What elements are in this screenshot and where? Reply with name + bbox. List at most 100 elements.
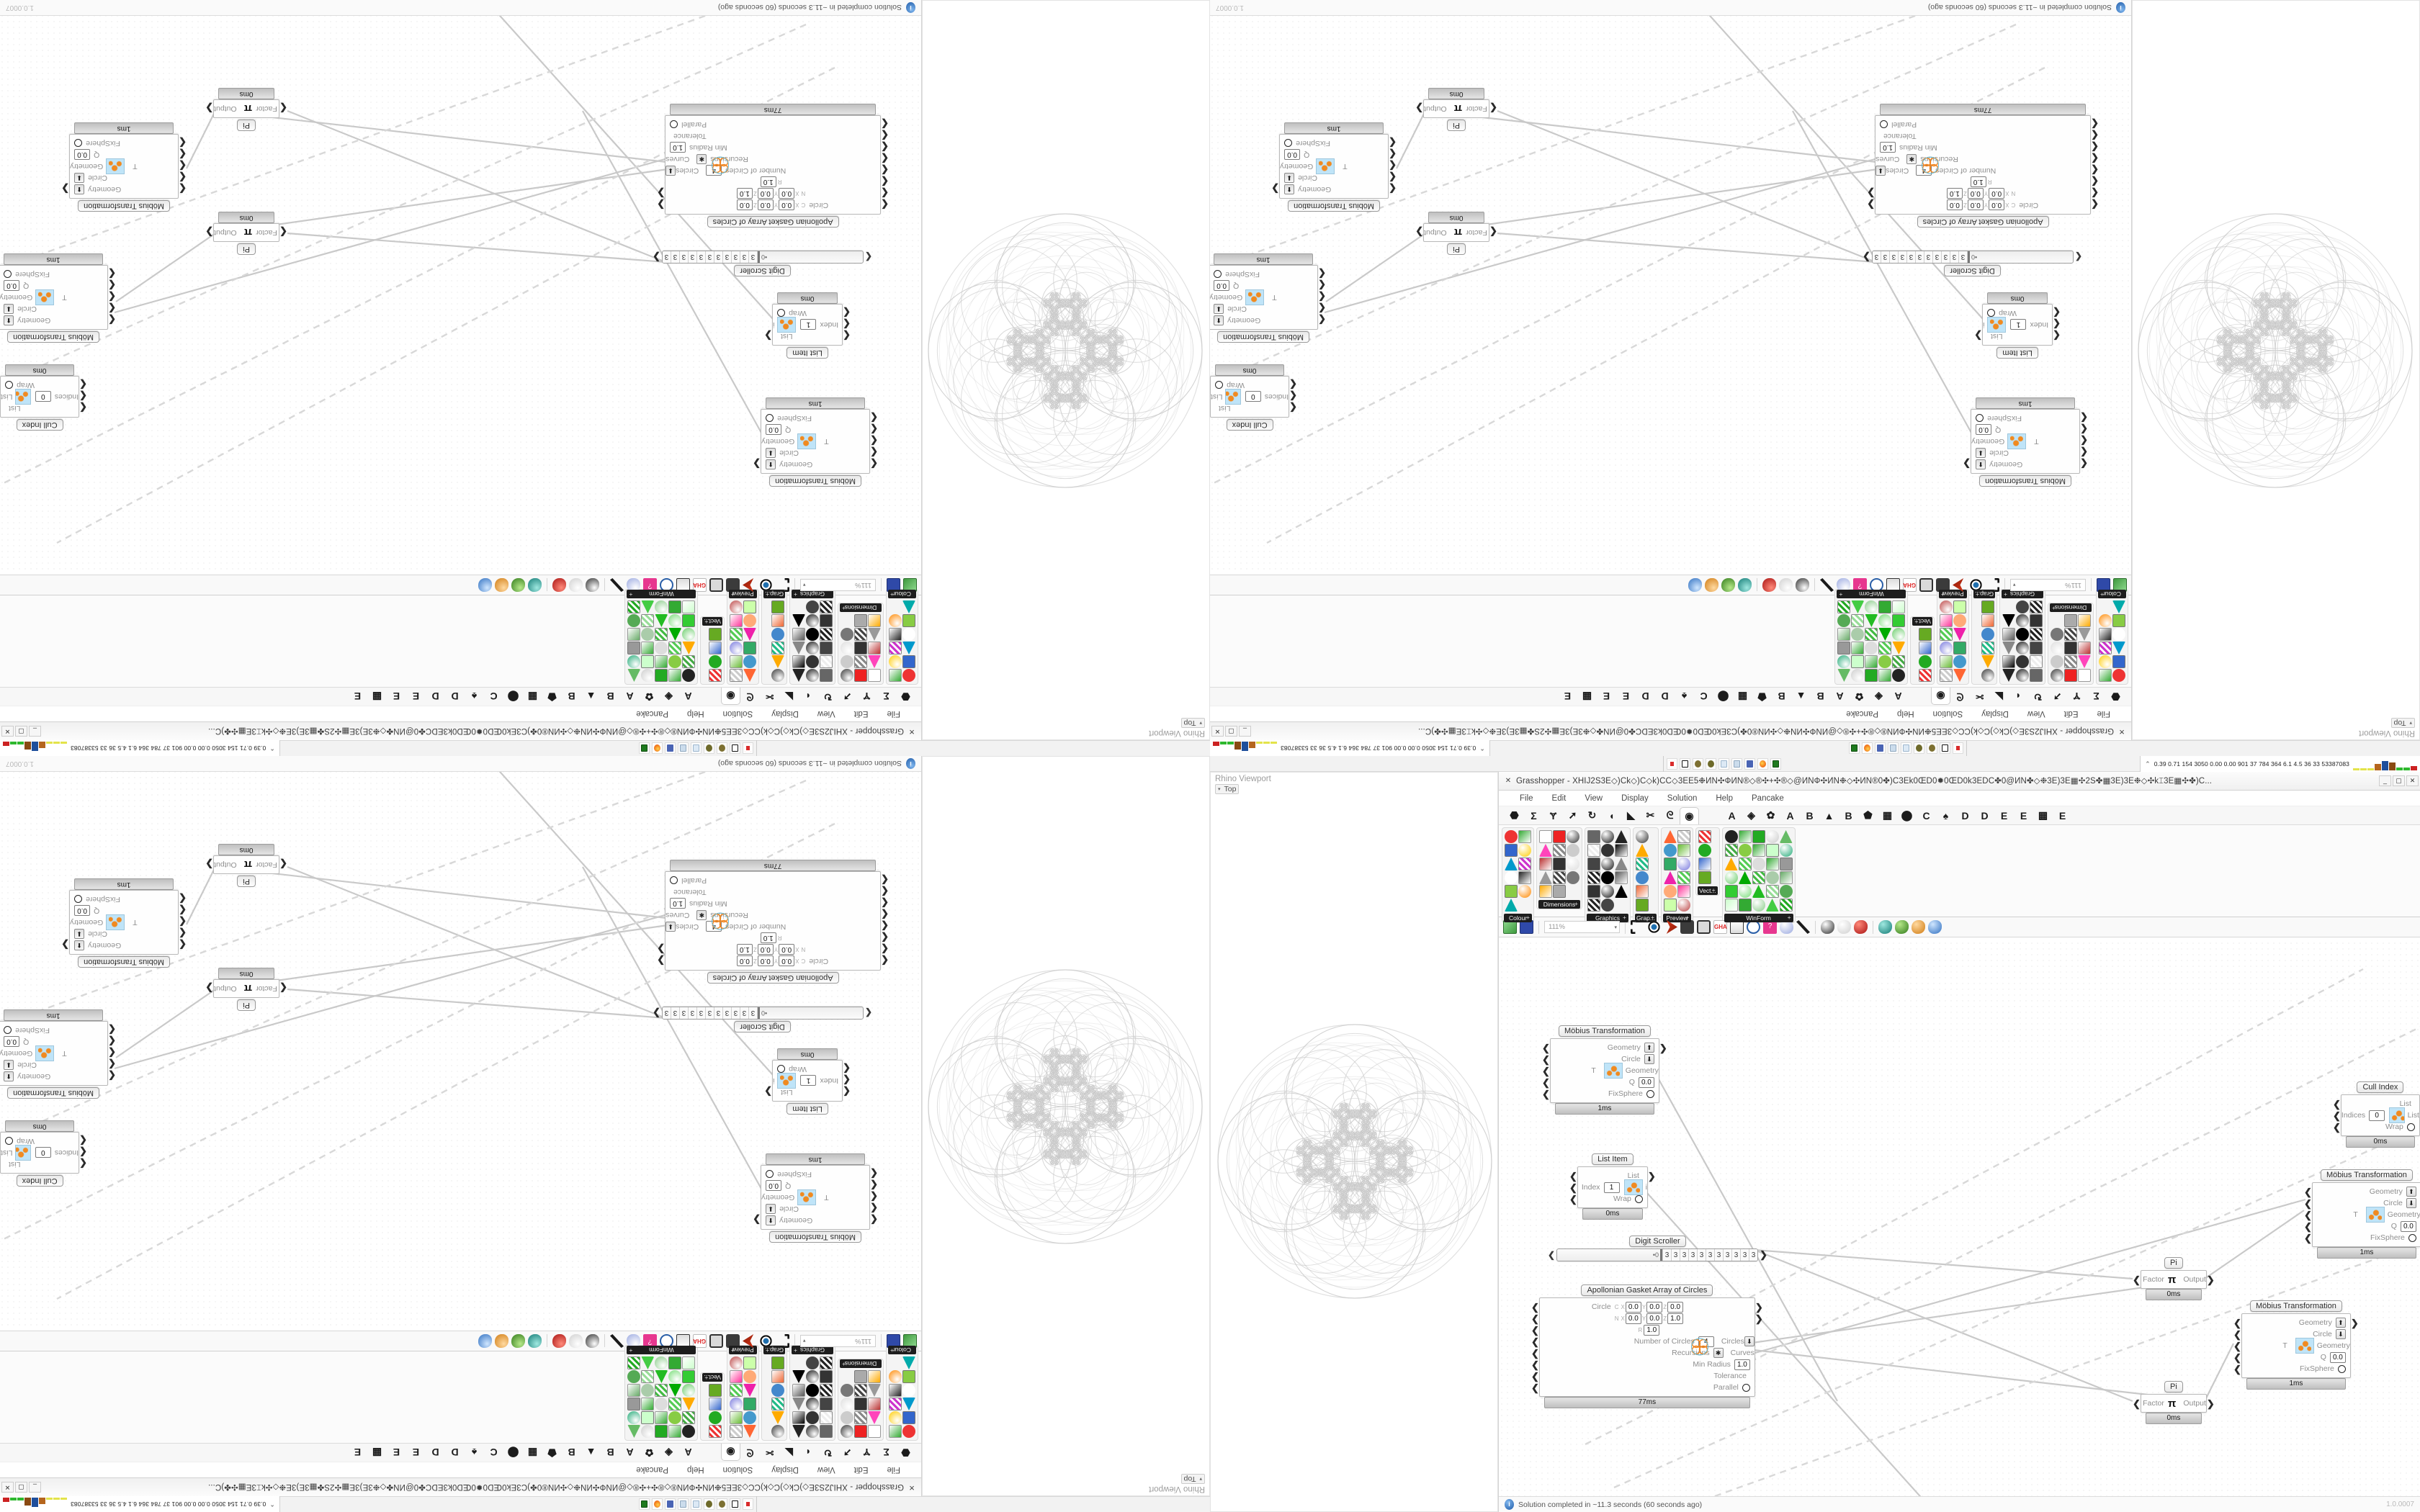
menu-item-pancake[interactable]: Pancake bbox=[636, 709, 668, 719]
extra-tab-14[interactable]: E bbox=[1622, 690, 1630, 703]
ribbon-icon[interactable] bbox=[1615, 844, 1628, 857]
ribbon-icon[interactable] bbox=[668, 1425, 682, 1438]
ribbon-icon[interactable] bbox=[743, 669, 756, 682]
olive2-icon[interactable] bbox=[1706, 757, 1716, 770]
widget-icon[interactable] bbox=[1680, 920, 1694, 934]
ribbon-icon[interactable] bbox=[868, 655, 881, 668]
tab-surface-tab[interactable]: ◖ bbox=[1602, 807, 1621, 824]
ribbon-icon[interactable] bbox=[1587, 885, 1600, 898]
graft-arrow-down-icon[interactable]: ⬇ bbox=[1214, 304, 1224, 314]
flatten-arrow-up-icon[interactable]: ⬆ bbox=[4, 315, 14, 325]
ribbon-icon[interactable] bbox=[841, 1425, 853, 1438]
extra-tab-17[interactable]: E bbox=[1564, 690, 1572, 703]
component-input-row[interactable]: FixSphere bbox=[0, 1025, 107, 1036]
slider-digit[interactable]: 3 bbox=[731, 251, 740, 263]
ribbon-icon[interactable] bbox=[655, 655, 668, 668]
component-input-row[interactable]: T Geometry bbox=[0, 289, 107, 305]
rhino-viewport-left[interactable]: Rhino Viewport ▾ Top bbox=[2132, 0, 2420, 740]
ribbon-icon[interactable] bbox=[1677, 844, 1690, 857]
gh-component-apollonian-1[interactable]: Apollonian Gasket Array of Circles ❮ ❮ ❮ ❮ ❮ ❮… bbox=[1531, 1284, 1763, 1408]
ribbon-icon-grid[interactable] bbox=[702, 1383, 722, 1439]
ribbon-icon[interactable] bbox=[682, 1370, 696, 1383]
component-title[interactable]: Cull Index bbox=[16, 419, 63, 431]
games-icon[interactable] bbox=[1667, 757, 1677, 770]
component-input-row[interactable]: Wrap bbox=[1211, 379, 1289, 391]
ribbon-icon[interactable] bbox=[1892, 614, 1906, 627]
input-port[interactable]: ❮ bbox=[179, 138, 187, 148]
component-body[interactable]: Geometry ⬆ Circle ⬇ T Geometry Q 0.0 FixSphere bbox=[69, 890, 179, 955]
ribbon-icon[interactable] bbox=[743, 1356, 757, 1369]
grasshopper-canvas[interactable]: Möbius Transformation ❮ ❮ ❮ ❮ ❮ Geometry ⬆ Circl… bbox=[1499, 940, 2420, 1496]
ribbon-icon[interactable] bbox=[2112, 600, 2125, 613]
component-title[interactable]: Möbius Transformation bbox=[1217, 331, 1310, 343]
menu-item-display[interactable]: Display bbox=[1621, 793, 1649, 803]
tab-transform-tab[interactable]: ᘓ bbox=[1660, 807, 1680, 824]
ribbon-icon[interactable] bbox=[627, 1398, 641, 1410]
component-input-row[interactable]: Circle C X 0.0 Y 0.0 Z 0.0 bbox=[1540, 1301, 1754, 1313]
ribbon-icon[interactable] bbox=[2030, 655, 2043, 668]
component-input-row[interactable]: Wrap bbox=[1, 1135, 79, 1147]
value-field[interactable]: 1 bbox=[1603, 1182, 1620, 1193]
ribbon-icon[interactable] bbox=[1567, 844, 1579, 857]
ribbon-icon[interactable] bbox=[2078, 642, 2091, 654]
ribbon-icon[interactable] bbox=[2030, 600, 2043, 613]
grasshopper-window[interactable]: ✕ Grasshopper - XHIJ2S3E◇)Ck◇)C◇k)CC◇3EE… bbox=[0, 0, 922, 740]
ribbon-icon[interactable] bbox=[2016, 600, 2029, 613]
ribbon-icon[interactable] bbox=[1752, 830, 1765, 843]
input-port[interactable]: ❮ bbox=[864, 252, 872, 262]
component-input-row[interactable]: Circle ⬇ bbox=[1551, 1053, 1659, 1065]
component-input-row[interactable]: Factor π Output bbox=[1424, 103, 1489, 115]
ribbon-icon[interactable] bbox=[2078, 628, 2091, 641]
slider-cursor[interactable] bbox=[757, 1007, 760, 1019]
ribbon-icon[interactable] bbox=[730, 1356, 743, 1369]
slider-digit[interactable]: 3 bbox=[1889, 251, 1899, 263]
input-port[interactable]: ❮ bbox=[179, 894, 187, 904]
ribbon-icon[interactable] bbox=[902, 600, 915, 613]
ribbon-icon[interactable] bbox=[743, 628, 756, 641]
ribbon-icon[interactable] bbox=[682, 655, 696, 668]
gh-component-mobius-2[interactable]: Möbius Transformation ❮ ❮ ❮ ❮ ❮ Geometry ⬆ Circl… bbox=[1210, 253, 1326, 343]
tab-display-tab[interactable]: ◉ bbox=[721, 1444, 740, 1462]
slider-digit[interactable]: 3 bbox=[740, 251, 749, 263]
extra-tab-9[interactable]: ⬤ bbox=[1717, 691, 1729, 703]
ribbon-icon[interactable] bbox=[1981, 628, 1994, 641]
component-input-row[interactable]: Geometry ⬆ bbox=[761, 459, 869, 470]
ribbon-icon[interactable] bbox=[1940, 669, 1953, 682]
component-body[interactable]: Geometry ⬆ Circle ⬇ T Geometry Q 0.0 FixSphere bbox=[0, 1021, 109, 1086]
ribbon-icon[interactable] bbox=[792, 1384, 805, 1397]
extra-tab-13[interactable]: D bbox=[431, 1446, 439, 1459]
input-port[interactable]: ❮ bbox=[881, 199, 889, 210]
ribbon-icon[interactable] bbox=[668, 669, 682, 682]
output-port[interactable]: ❯ bbox=[657, 944, 666, 955]
extra-tab-7[interactable]: ⬟ bbox=[547, 1447, 557, 1459]
gh-component-mobius-3[interactable]: Möbius Transformation ❮ ❮ ❮ ❮ ❮ Geometry ⬆ Circl… bbox=[61, 878, 187, 968]
graft-arrow-down-icon[interactable]: ⬇ bbox=[666, 166, 676, 176]
component-input-row[interactable]: Wrap bbox=[1, 379, 79, 391]
tab-vector-tab[interactable]: ➚ bbox=[1563, 807, 1582, 824]
ribbon-icon[interactable] bbox=[2099, 669, 2112, 682]
component-input-row[interactable]: Tolerance bbox=[666, 886, 880, 898]
ribbon-icon-grid[interactable] bbox=[763, 600, 785, 683]
component-title[interactable]: Cull Index bbox=[16, 1175, 63, 1187]
ribbon-icon[interactable] bbox=[820, 1370, 833, 1383]
ribbon-group-grap-[interactable]: Grap... bbox=[761, 589, 787, 685]
ribbon-icon-grid[interactable] bbox=[840, 613, 882, 683]
shade-green-icon[interactable] bbox=[1895, 920, 1909, 934]
component-input-row[interactable]: T Geometry bbox=[0, 1045, 107, 1061]
ribbon-icon[interactable] bbox=[1567, 871, 1579, 884]
component-input-row[interactable]: Circle ⬇ bbox=[2313, 1197, 2420, 1209]
grasshopper-canvas[interactable]: Möbius Transformation ❮ ❮ ❮ ❮ ❮ Geometry ⬆ Circl… bbox=[0, 16, 921, 572]
graft-arrow-down-icon[interactable]: ⬇ bbox=[766, 448, 776, 458]
slider-digit[interactable]: 3 bbox=[1906, 251, 1916, 263]
component-input-row[interactable]: Recursions ✱ Curves bbox=[1540, 1347, 1754, 1359]
component-input-row[interactable]: Number of Circles 4 Circles ⬇ bbox=[666, 165, 880, 176]
component-input-row[interactable]: Index 1 i bbox=[1983, 317, 2052, 333]
ribbon-icon[interactable] bbox=[743, 1425, 756, 1438]
olive-icon[interactable] bbox=[717, 1498, 727, 1511]
component-input-row[interactable]: FixSphere bbox=[70, 138, 178, 149]
input-port[interactable]: ❮ bbox=[1542, 1089, 1550, 1099]
extra-tab-1[interactable]: ◈ bbox=[1875, 691, 1883, 703]
input-port[interactable]: ❮ bbox=[2080, 436, 2088, 446]
ribbon-icon[interactable] bbox=[1851, 628, 1865, 641]
graft-arrow-down-icon[interactable]: ⬇ bbox=[766, 1204, 776, 1214]
